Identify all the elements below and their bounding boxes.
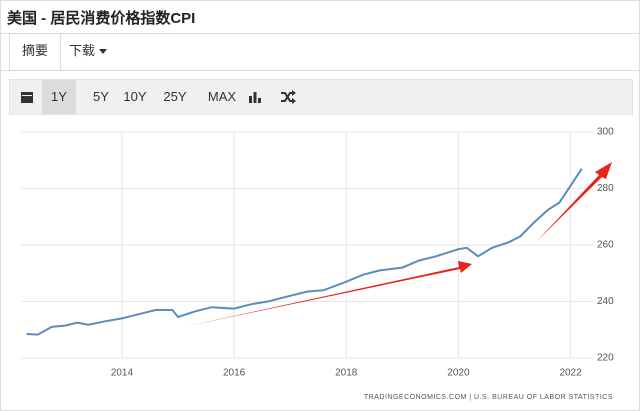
x-tick-label: 2018	[335, 368, 358, 379]
tab[interactable]: 摘要	[9, 34, 61, 70]
range-button[interactable]: MAX	[207, 89, 237, 104]
calendar-icon[interactable]	[20, 90, 34, 104]
red-arrow	[537, 162, 612, 241]
x-tick-label: 2016	[223, 368, 246, 379]
y-tick-label: 220	[597, 353, 614, 364]
annotation-arrows	[183, 162, 612, 327]
red-arrow	[183, 261, 472, 327]
x-tick-label: 2014	[111, 368, 134, 379]
source: TRADINGECONOMICS.COM | U.S. BUREAU OF LA…	[364, 394, 613, 401]
y-tick-label: 300	[597, 127, 614, 138]
range-button[interactable]: 1Y	[42, 80, 76, 114]
cpi-line	[26, 168, 583, 336]
x-tick-label: 2020	[447, 368, 470, 379]
y-tick-label: 240	[597, 296, 614, 307]
bar-chart-icon[interactable]	[248, 90, 262, 104]
x-tick-label: 2022	[559, 368, 582, 379]
y-tick-label: 280	[597, 183, 614, 194]
caret	[99, 49, 108, 55]
page-title: 美国 - 居民消费价格指数CPI	[7, 10, 196, 27]
toolbar: 1Y 5Y 10Y 25Y MAX	[9, 79, 633, 115]
y-tick-label: 260	[597, 240, 614, 251]
tab[interactable]: 下载	[69, 34, 108, 70]
shuffle-icon[interactable]	[280, 90, 296, 104]
range-button[interactable]: 25Y	[163, 89, 187, 104]
range-button[interactable]: 5Y	[93, 89, 109, 104]
range-button[interactable]: 10Y	[123, 89, 147, 104]
tab-bar: 摘要 下载	[1, 33, 639, 71]
chart: TRADINGECONOMICS.COM | U.S. BUREAU OF LA…	[21, 127, 614, 401]
tab-label: 下载	[69, 43, 96, 58]
